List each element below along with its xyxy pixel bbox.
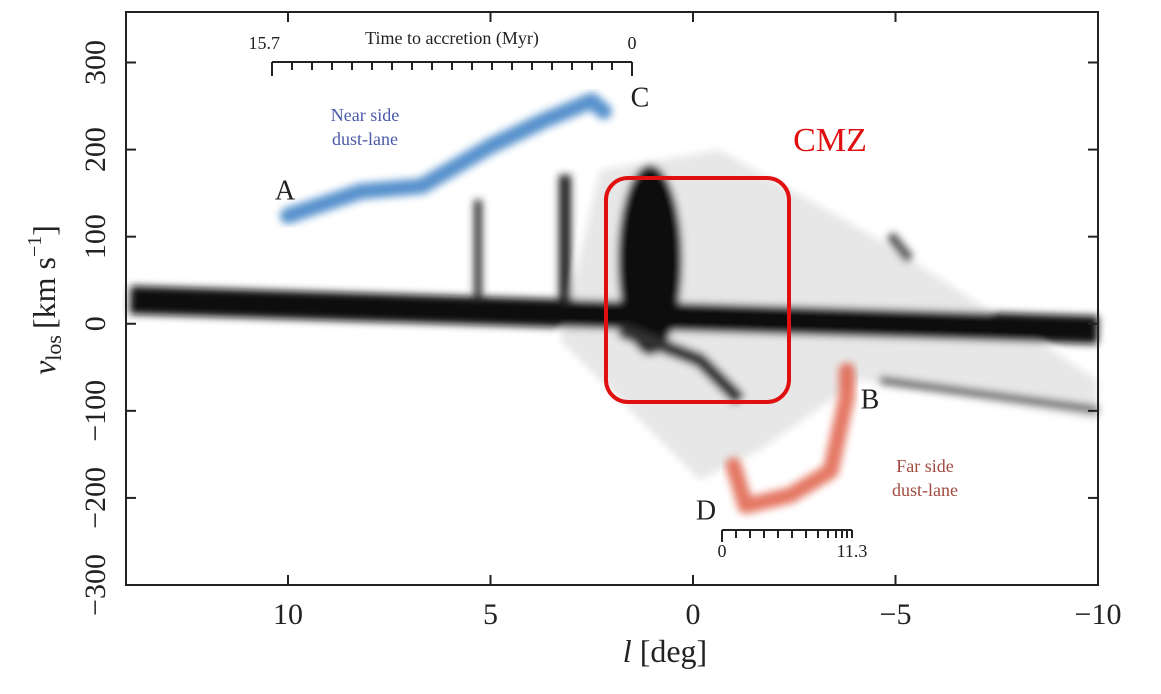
time-scale-title: Time to accretion (Myr) (365, 28, 539, 49)
point-label: A (275, 175, 296, 206)
region-label: CMZ (793, 122, 867, 159)
density-background (129, 150, 1099, 480)
plot-frame (125, 11, 1099, 586)
annotation: Far side (896, 456, 954, 476)
y-axis-label: vlos[km s−1] (24, 225, 66, 375)
y-tick-label: 100 (79, 214, 112, 259)
x-axis-label: l [deg] (623, 633, 707, 669)
point-label: C (631, 82, 650, 113)
annotation: dust-lane (332, 129, 398, 149)
y-tick-label: 200 (79, 127, 112, 172)
time-scale-start: 15.7 (249, 33, 281, 53)
time-scale-bars (271, 61, 853, 542)
x-tick-label: 5 (483, 598, 498, 631)
y-tick-label: −100 (79, 380, 112, 442)
time-scale-start: 0 (718, 541, 727, 561)
point-label: D (696, 495, 716, 526)
x-tick-label: 0 (686, 598, 701, 631)
time-scale-end: 0 (628, 33, 637, 53)
x-tick-label: −5 (880, 598, 912, 631)
near-side-label: Near side dust-lane (331, 105, 399, 149)
x-tick-label: −10 (1075, 598, 1122, 631)
point-label: B (861, 384, 880, 415)
cmz-box (604, 176, 791, 404)
x-tick-label: 10 (273, 598, 303, 631)
dust-lane (725, 362, 855, 514)
y-tick-label: −200 (79, 467, 112, 529)
annotation: Near side (331, 105, 399, 125)
annotation: dust-lane (892, 480, 958, 500)
time-scale-end: 11.3 (837, 541, 868, 561)
y-tick-label: 0 (79, 316, 112, 331)
y-tick-label: 300 (79, 40, 112, 85)
y-tick-label: −300 (79, 554, 112, 616)
dust-lane (280, 92, 612, 224)
